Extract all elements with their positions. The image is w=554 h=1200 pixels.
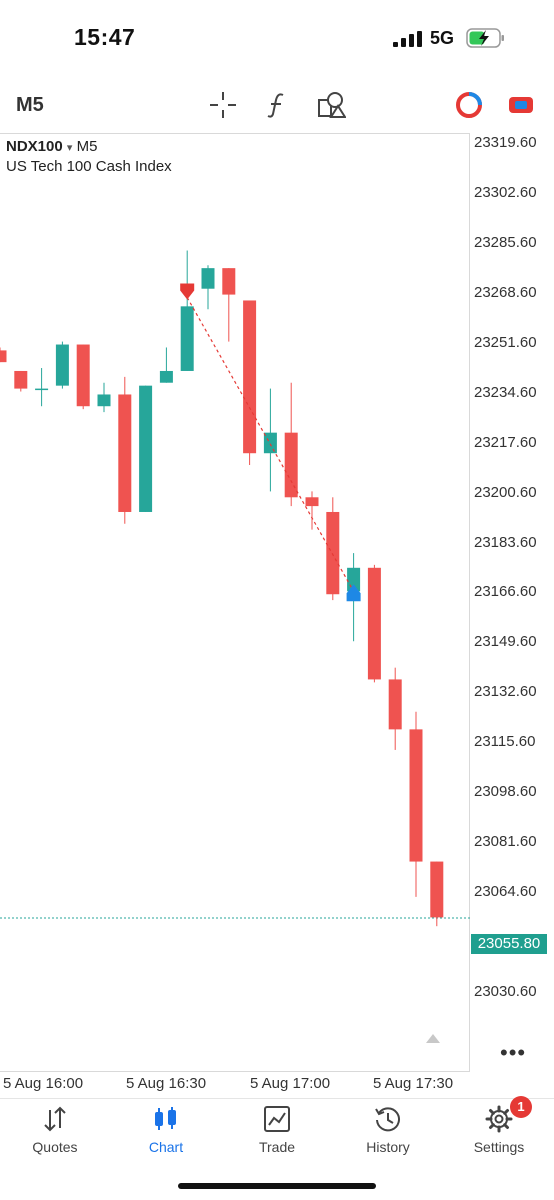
- signal-icon: [393, 31, 422, 47]
- price-tick-label: 23200.60: [474, 483, 537, 501]
- sort-arrows-icon: [44, 1106, 66, 1132]
- time-tick-label: 5 Aug 17:00: [250, 1075, 331, 1092]
- nav-label: History: [366, 1139, 410, 1155]
- bull-candle: [180, 306, 194, 371]
- symbol-description: US Tech 100 Cash Index: [6, 158, 172, 175]
- battery-charging-icon: [466, 28, 504, 48]
- shapes-icon[interactable]: [316, 90, 346, 120]
- chart-area[interactable]: [0, 133, 470, 1072]
- price-tick-label: 23234.60: [474, 383, 537, 401]
- home-indicator: [178, 1183, 376, 1189]
- price-tick-label: 23285.60: [474, 233, 537, 251]
- bottom-nav: Quotes Chart Trade History: [0, 1098, 554, 1171]
- price-tick-label: 23081.60: [474, 833, 537, 851]
- timeframe-button[interactable]: M5: [16, 94, 44, 116]
- price-tick-label: 23098.60: [474, 783, 537, 801]
- bull-candle: [159, 370, 173, 383]
- timeframe-circle-icon[interactable]: [454, 90, 484, 120]
- bull-candle: [97, 394, 111, 407]
- sell-arrow-icon: [180, 283, 195, 300]
- price-tick-label: 23166.60: [474, 583, 537, 601]
- nav-quotes[interactable]: Quotes: [0, 1099, 110, 1169]
- price-tick-label: 23183.60: [474, 533, 537, 551]
- bear-candle: [76, 344, 90, 407]
- gear-icon: [485, 1105, 513, 1133]
- time-tick-label: 5 Aug 17:30: [373, 1075, 454, 1092]
- symbol-header[interactable]: NDX100 ▾ M5: [6, 138, 97, 155]
- nav-chart[interactable]: Chart: [111, 1099, 221, 1169]
- function-icon[interactable]: [262, 90, 292, 120]
- crosshair-icon[interactable]: [208, 90, 238, 120]
- bear-candle: [14, 370, 28, 389]
- trade-connector-line: [186, 297, 355, 592]
- chart-toolbar: M5: [0, 80, 554, 130]
- price-tick-label: 23132.60: [474, 683, 537, 701]
- bear-candle: [0, 350, 7, 363]
- bear-candle: [305, 497, 319, 507]
- network-type: 5G: [430, 28, 455, 48]
- nav-history[interactable]: History: [333, 1099, 443, 1169]
- price-tick-label: 23115.60: [474, 733, 536, 751]
- bear-candle: [430, 861, 444, 918]
- price-tick-label: 23149.60: [474, 633, 537, 651]
- nav-label: Quotes: [32, 1139, 78, 1155]
- bull-candle: [201, 268, 215, 289]
- status-bar: 15:47 5G: [0, 0, 554, 80]
- more-options-icon[interactable]: •••: [500, 1040, 527, 1065]
- history-icon: [375, 1107, 400, 1132]
- nav-label: Chart: [148, 1139, 184, 1155]
- candlestick-icon: [155, 1107, 176, 1130]
- price-tick-label: 23030.60: [474, 983, 537, 1000]
- symbol-dropdown-icon[interactable]: ▾: [66, 142, 73, 154]
- bear-candle: [284, 432, 298, 498]
- nav-settings[interactable]: Settings: [444, 1099, 554, 1169]
- symbol-name[interactable]: NDX100: [6, 138, 63, 155]
- price-tick-label: 23217.60: [474, 433, 537, 451]
- price-tick-label: 23251.60: [474, 333, 537, 351]
- time-tick-label: 5 Aug 16:00: [3, 1075, 84, 1092]
- price-tick-label: 23302.60: [474, 183, 537, 201]
- bear-candle: [118, 394, 132, 512]
- buy-arrow-icon: [346, 584, 361, 602]
- bear-candle: [367, 567, 381, 680]
- bear-candle: [409, 729, 423, 862]
- time-tick-label: 5 Aug 16:30: [126, 1075, 207, 1092]
- bear-candle: [243, 300, 257, 454]
- bear-candle: [326, 511, 340, 595]
- trade-toggle-icon[interactable]: [506, 90, 536, 120]
- bull-candle: [263, 432, 277, 454]
- current-price-label: 23055.80: [471, 934, 547, 954]
- scroll-to-end-icon[interactable]: [426, 1034, 440, 1043]
- price-tick-label: 23268.60: [474, 283, 537, 301]
- trade-chart-icon: [264, 1106, 290, 1132]
- settings-badge: 1: [510, 1096, 532, 1118]
- bull-candle: [55, 344, 69, 386]
- bear-candle: [388, 679, 402, 730]
- bull-candle: [139, 385, 153, 512]
- nav-label: Settings: [473, 1139, 525, 1155]
- status-time: 15:47: [74, 24, 136, 50]
- symbol-period: M5: [76, 138, 98, 155]
- price-tick-label: 23064.60: [474, 883, 537, 901]
- nav-label: Trade: [258, 1139, 296, 1155]
- bear-candle: [222, 268, 236, 295]
- bull-candle: [35, 388, 49, 391]
- price-tick-label: 23319.60: [474, 134, 537, 151]
- nav-trade[interactable]: Trade: [222, 1099, 332, 1169]
